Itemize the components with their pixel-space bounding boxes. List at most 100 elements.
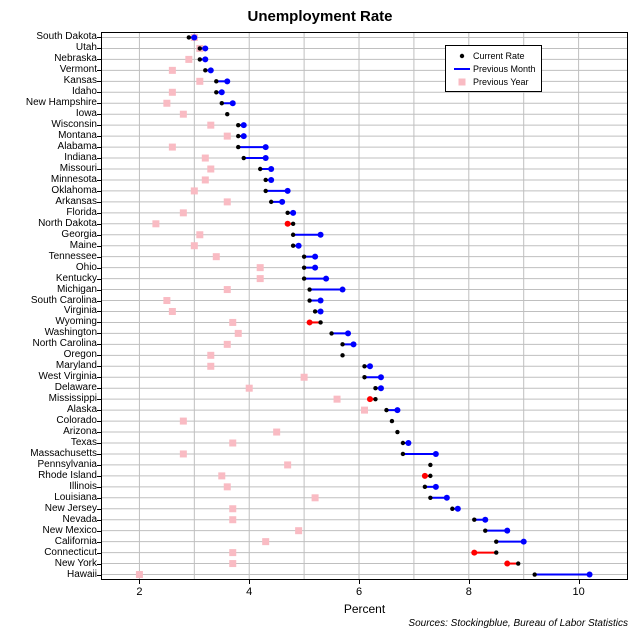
- prev-year-marker: [224, 286, 231, 293]
- prev-month-marker: [367, 396, 373, 402]
- prev-month-marker: [241, 133, 247, 139]
- prev-year-marker: [229, 440, 236, 447]
- y-tick-label: New Jersey: [45, 503, 97, 514]
- y-tick-label: Vermont: [60, 64, 97, 75]
- prev-month-marker: [587, 572, 593, 578]
- prev-year-marker: [136, 571, 143, 578]
- y-tick-label: Connecticut: [44, 547, 97, 558]
- x-axis-label: Percent: [101, 602, 628, 616]
- y-tick-label: Nebraska: [54, 53, 97, 64]
- y-tick-label: Colorado: [56, 415, 97, 426]
- legend-item: Current Rate: [451, 49, 536, 62]
- y-tick-label: Iowa: [76, 108, 97, 119]
- y-tick-label: Mississippi: [49, 393, 97, 404]
- y-tick-label: Virginia: [64, 305, 97, 316]
- prev-month-marker: [241, 122, 247, 128]
- prev-year-marker: [169, 308, 176, 315]
- prev-year-marker: [224, 341, 231, 348]
- current-marker: [263, 178, 267, 182]
- current-marker: [494, 539, 498, 543]
- prev-month-marker: [312, 254, 318, 260]
- current-marker: [258, 167, 262, 171]
- prev-month-marker: [268, 166, 274, 172]
- prev-year-marker: [169, 67, 176, 74]
- prev-month-marker: [345, 330, 351, 336]
- prev-year-marker: [185, 56, 192, 63]
- prev-year-marker: [163, 100, 170, 107]
- current-marker: [384, 408, 388, 412]
- y-tick-label: Kansas: [64, 75, 97, 86]
- y-tick-label: Delaware: [55, 382, 97, 393]
- prev-year-marker: [152, 220, 159, 227]
- y-tick-label: Nevada: [63, 514, 97, 525]
- current-marker: [220, 101, 224, 105]
- prev-month-marker: [224, 78, 230, 84]
- prev-year-marker: [180, 450, 187, 457]
- prev-year-marker: [229, 549, 236, 556]
- y-tick-label: Illinois: [69, 481, 97, 492]
- current-marker: [269, 200, 273, 204]
- prev-month-marker: [208, 67, 214, 73]
- prev-year-marker: [295, 527, 302, 534]
- prev-year-marker: [169, 89, 176, 96]
- prev-month-marker: [504, 561, 510, 567]
- prev-month-marker: [202, 56, 208, 62]
- prev-year-marker: [163, 297, 170, 304]
- legend-dot-icon: [451, 50, 473, 62]
- current-marker: [428, 496, 432, 500]
- y-tick-label: North Carolina: [33, 338, 97, 349]
- prev-month-marker: [504, 528, 510, 534]
- prev-month-marker: [318, 232, 324, 238]
- current-marker: [318, 320, 322, 324]
- prev-year-marker: [207, 363, 214, 370]
- y-tick-label: Maine: [70, 240, 97, 251]
- prev-year-marker: [196, 231, 203, 238]
- current-marker: [291, 233, 295, 237]
- current-marker: [203, 68, 207, 72]
- prev-month-marker: [318, 308, 324, 314]
- prev-month-marker: [405, 440, 411, 446]
- y-tick-label: Washington: [45, 327, 97, 338]
- y-tick-label: Wyoming: [55, 316, 97, 327]
- y-tick-label: Missouri: [60, 163, 97, 174]
- y-tick-label: Oregon: [64, 349, 97, 360]
- prev-month-marker: [191, 34, 197, 40]
- current-marker: [307, 287, 311, 291]
- prev-month-marker: [394, 407, 400, 413]
- current-marker: [302, 265, 306, 269]
- y-tick-label: California: [55, 536, 97, 547]
- prev-year-marker: [202, 176, 209, 183]
- current-marker: [198, 57, 202, 61]
- prev-month-marker: [433, 451, 439, 457]
- current-marker: [302, 276, 306, 280]
- y-tick-label: Maryland: [56, 360, 97, 371]
- prev-month-marker: [351, 341, 357, 347]
- prev-year-marker: [257, 264, 264, 271]
- prev-month-marker: [285, 221, 291, 227]
- current-marker: [236, 134, 240, 138]
- prev-year-marker: [218, 472, 225, 479]
- current-marker: [291, 222, 295, 226]
- prev-month-marker: [367, 363, 373, 369]
- prev-month-marker: [378, 385, 384, 391]
- prev-month-marker: [307, 319, 313, 325]
- prev-year-marker: [284, 461, 291, 468]
- y-tick-label: Georgia: [61, 229, 97, 240]
- y-tick-label: Rhode Island: [38, 470, 97, 481]
- prev-month-marker: [433, 484, 439, 490]
- current-marker: [291, 244, 295, 248]
- y-tick-label: Texas: [71, 437, 97, 448]
- prev-year-marker: [229, 560, 236, 567]
- prev-month-marker: [219, 89, 225, 95]
- x-tick-label: 6: [349, 586, 369, 598]
- prev-year-marker: [235, 330, 242, 337]
- prev-year-marker: [262, 538, 269, 545]
- y-tick-label: North Dakota: [38, 218, 97, 229]
- prev-month-marker: [318, 298, 324, 304]
- y-tick-label: New Hampshire: [26, 97, 97, 108]
- x-tick-label: 10: [569, 586, 589, 598]
- y-tick-label: Ohio: [76, 262, 97, 273]
- y-tick-label: Utah: [76, 42, 97, 53]
- y-tick-label: New York: [55, 558, 97, 569]
- legend-line-icon: [451, 63, 473, 75]
